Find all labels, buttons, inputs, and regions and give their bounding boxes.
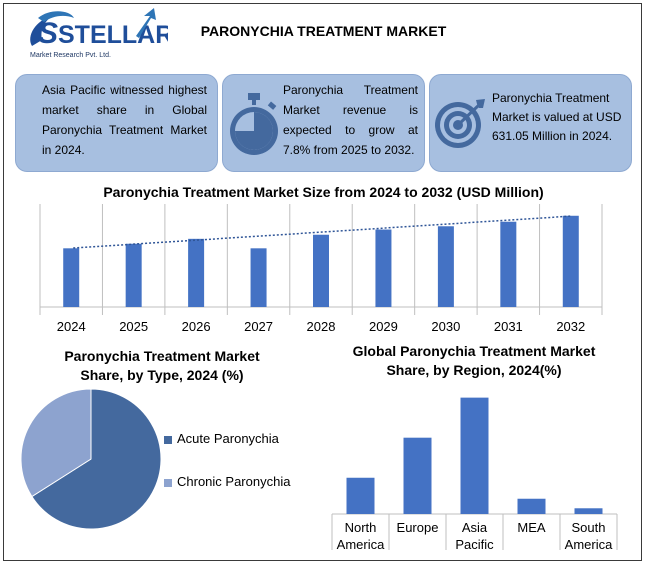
info-card-valuation: Paronychia Treatment Market is valued at… xyxy=(429,74,632,172)
info-card-text: Paronychia Treatment Market revenue is e… xyxy=(283,83,418,157)
x-tick-label: 2028 xyxy=(307,319,336,334)
svg-text:S: S xyxy=(38,17,58,50)
bar-south-america xyxy=(574,508,603,514)
info-card-text: Paronychia Treatment Market is valued at… xyxy=(492,91,622,143)
legend-label: Acute Paronychia xyxy=(177,431,279,446)
bar-north-america xyxy=(346,477,375,514)
legend-swatch xyxy=(164,478,172,487)
bar-2030 xyxy=(437,226,454,307)
x-tick-label: South America xyxy=(565,520,613,552)
pie-slice-acute-paronychia xyxy=(31,389,162,530)
region-share-chart: North America Europe Asia Pacific MEA South Ame… xyxy=(331,397,618,552)
x-tick-label: 2026 xyxy=(182,319,211,334)
infographic-frame: S STELLAR Market Research Pvt. Ltd. PARO… xyxy=(3,3,642,561)
market-size-chart: 2024 2025 2026 2027 2028 2029 2030 2031 2032 xyxy=(39,204,603,334)
x-tick-label: North America xyxy=(337,520,385,552)
market-size-chart-title: Paronychia Treatment Market Size from 20… xyxy=(103,184,544,200)
logo-graphic: S STELLAR xyxy=(30,8,173,50)
x-tick-label: 2031 xyxy=(494,319,523,334)
x-tick-label: MEA xyxy=(517,520,546,535)
x-tick-label: Europe xyxy=(397,520,439,535)
region-share-chart-title: Global Paronychia Treatment Market Share… xyxy=(352,343,596,378)
bar-2025 xyxy=(125,243,142,307)
bar-europe xyxy=(403,437,432,514)
info-card-asia-pacific: Asia Pacific witnessed highest market sh… xyxy=(15,74,218,172)
legend-item-acute: Acute Paronychia xyxy=(164,431,279,446)
target-icon xyxy=(435,99,485,148)
trendline xyxy=(73,215,571,249)
legend-item-chronic: Chronic Paronychia xyxy=(164,474,290,489)
bar-asia-pacific xyxy=(460,397,489,514)
page-title: PARONYCHIA TREATMENT MARKET xyxy=(200,23,447,39)
info-card-growth: Paronychia Treatment Market revenue is e… xyxy=(222,74,425,172)
pie-slice-chronic-paronychia xyxy=(20,389,92,498)
stellar-logo: S STELLAR xyxy=(18,6,173,68)
x-tick-label: 2030 xyxy=(431,319,460,334)
type-share-pie-chart xyxy=(20,389,162,530)
x-tick-label: 2024 xyxy=(57,319,86,334)
bar-2026 xyxy=(188,238,205,307)
legend-swatch xyxy=(164,435,172,444)
logo-tagline: Market Research Pvt. Ltd. xyxy=(30,52,111,59)
bar-2031 xyxy=(500,221,517,307)
bar-2027 xyxy=(250,248,267,307)
info-card-text: Asia Pacific witnessed highest market sh… xyxy=(42,83,207,157)
x-tick-label: 2029 xyxy=(369,319,398,334)
x-tick-label: 2025 xyxy=(119,319,148,334)
bar-mea xyxy=(517,498,546,514)
x-tick-label: 2027 xyxy=(244,319,273,334)
logo-name: STELLAR xyxy=(58,21,168,49)
x-tick-label: Asia Pacific xyxy=(455,520,494,552)
bar-2024 xyxy=(63,248,80,307)
type-share-chart-title: Paronychia Treatment Market Share, by Ty… xyxy=(64,348,260,383)
stopwatch-icon xyxy=(230,93,278,155)
bar-2029 xyxy=(375,229,392,307)
bar-2032 xyxy=(562,215,579,307)
bar-2028 xyxy=(313,234,329,307)
legend-label: Chronic Paronychia xyxy=(177,474,291,489)
x-tick-label: 2032 xyxy=(556,319,585,334)
